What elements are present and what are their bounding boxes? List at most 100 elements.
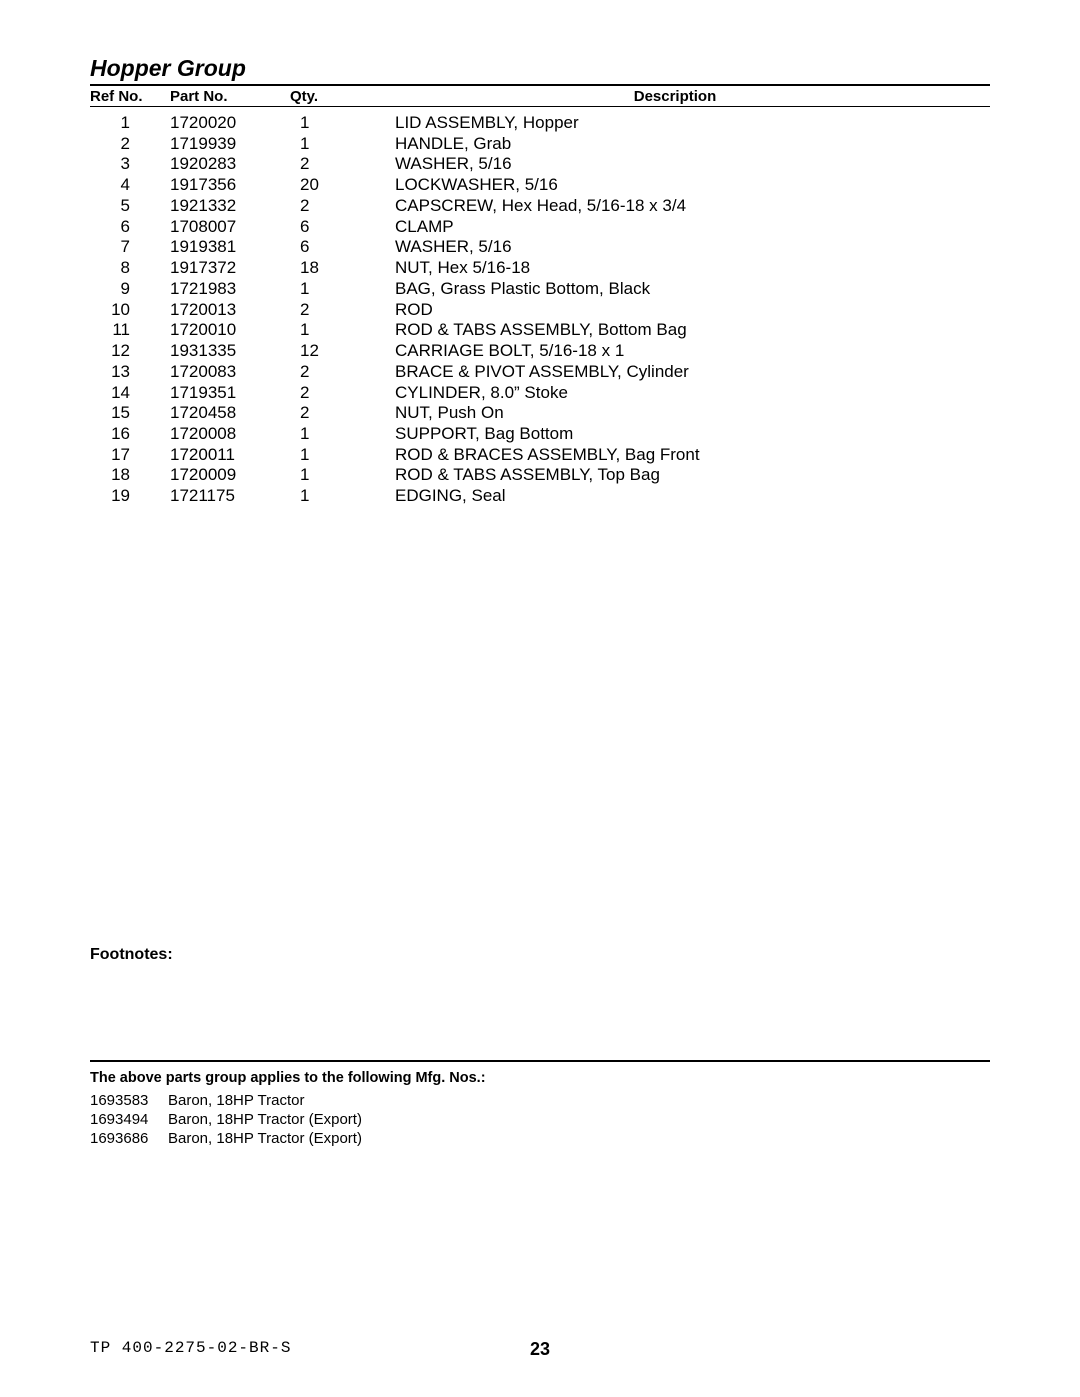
cell-part: 1720009 — [170, 465, 290, 486]
cell-desc: CARRIAGE BOLT, 5/16-18 x 1 — [350, 341, 990, 362]
cell-qty: 1 — [290, 279, 350, 300]
cell-part: 1931335 — [170, 341, 290, 362]
cell-part: 1720011 — [170, 445, 290, 466]
cell-qty: 2 — [290, 362, 350, 383]
cell-desc: SUPPORT, Bag Bottom — [350, 424, 990, 445]
mfg-rule — [90, 1060, 990, 1062]
applies-label: The above parts group applies to the fol… — [90, 1070, 990, 1086]
cell-qty: 1 — [290, 320, 350, 341]
mfg-row: 1693494Baron, 18HP Tractor (Export) — [90, 1111, 990, 1130]
mfg-desc: Baron, 18HP Tractor — [168, 1092, 990, 1111]
table-row: 1617200081SUPPORT, Bag Bottom — [90, 424, 990, 445]
table-row: 1717200111ROD & BRACES ASSEMBLY, Bag Fro… — [90, 445, 990, 466]
cell-ref: 16 — [90, 424, 130, 445]
cell-desc: CAPSCREW, Hex Head, 5/16-18 x 3/4 — [350, 196, 990, 217]
table-row: 1017200132ROD — [90, 300, 990, 321]
cell-ref: 13 — [90, 362, 130, 383]
header-ref: Ref No. — [90, 88, 170, 105]
cell-ref: 3 — [90, 154, 130, 175]
cell-qty: 18 — [290, 258, 350, 279]
cell-qty: 2 — [290, 154, 350, 175]
cell-desc: LID ASSEMBLY, Hopper — [350, 113, 990, 134]
page-number: 23 — [530, 1339, 550, 1360]
cell-qty: 1 — [290, 113, 350, 134]
cell-desc: ROD & TABS ASSEMBLY, Bottom Bag — [350, 320, 990, 341]
cell-desc: ROD — [350, 300, 990, 321]
table-row: 1917211751EDGING, Seal — [90, 486, 990, 507]
section-title: Hopper Group — [90, 55, 990, 82]
cell-desc: NUT, Push On — [350, 403, 990, 424]
cell-ref: 1 — [90, 113, 130, 134]
cell-desc: BRACE & PIVOT ASSEMBLY, Cylinder — [350, 362, 990, 383]
header-qty: Qty. — [290, 88, 360, 105]
table-row: 13 17200832BRACE & PIVOT ASSEMBLY, Cylind… — [90, 362, 990, 383]
cell-part: 1708007 — [170, 217, 290, 238]
cell-part: 1917356 — [170, 175, 290, 196]
cell-desc: ROD & TABS ASSEMBLY, Top Bag — [350, 465, 990, 486]
cell-part: 1720010 — [170, 320, 290, 341]
table-row: 617080076CLAMP — [90, 217, 990, 238]
cell-ref: 7 — [90, 237, 130, 258]
table-body: 117200201LID ASSEMBLY, Hopper217199391HA… — [90, 107, 990, 507]
cell-ref: 10 — [90, 300, 130, 321]
cell-qty: 2 — [290, 196, 350, 217]
table-row: 1417193512CYLINDER, 8.0” Stoke — [90, 383, 990, 404]
cell-part: 1921332 — [170, 196, 290, 217]
cell-desc: WASHER, 5/16 — [350, 237, 990, 258]
cell-desc: WASHER, 5/16 — [350, 154, 990, 175]
table-row: 15 17204582NUT, Push On — [90, 403, 990, 424]
table-row: 117200201LID ASSEMBLY, Hopper — [90, 113, 990, 134]
mfg-rows: 1693583Baron, 18HP Tractor1693494Baron, … — [90, 1092, 990, 1148]
cell-part: 1720020 — [170, 113, 290, 134]
cell-qty: 2 — [290, 383, 350, 404]
cell-qty: 20 — [290, 175, 350, 196]
cell-ref: 8 — [90, 258, 130, 279]
cell-ref: 2 — [90, 134, 130, 155]
header-desc: Description — [360, 88, 990, 105]
table-header-row: Ref No. Part No. Qty. Description — [90, 86, 990, 107]
cell-ref: 12 — [90, 341, 130, 362]
mfg-desc: Baron, 18HP Tractor (Export) — [168, 1130, 990, 1149]
table-row: 4191735620LOCKWASHER, 5/16 — [90, 175, 990, 196]
cell-ref: 5 — [90, 196, 130, 217]
cell-part: 1719351 — [170, 383, 290, 404]
cell-desc: HANDLE, Grab — [350, 134, 990, 155]
cell-part: 1719939 — [170, 134, 290, 155]
table-row: 18 17200091ROD & TABS ASSEMBLY, Top Bag — [90, 465, 990, 486]
cell-part: 1721983 — [170, 279, 290, 300]
cell-ref: 18 — [90, 465, 130, 486]
table-row: 5 19213322CAPSCREW, Hex Head, 5/16-18 x 3… — [90, 196, 990, 217]
table-row: 217199391HANDLE, Grab — [90, 134, 990, 155]
cell-part: 1720013 — [170, 300, 290, 321]
cell-qty: 6 — [290, 237, 350, 258]
table-row: 719193816WASHER, 5/16 — [90, 237, 990, 258]
header-part: Part No. — [170, 88, 290, 105]
cell-part: 1920283 — [170, 154, 290, 175]
cell-ref: 9 — [90, 279, 130, 300]
cell-desc: EDGING, Seal — [350, 486, 990, 507]
cell-qty: 1 — [290, 445, 350, 466]
mfg-number: 1693686 — [90, 1130, 168, 1149]
cell-part: 1917372 — [170, 258, 290, 279]
cell-part: 1720083 — [170, 362, 290, 383]
doc-code: TP 400-2275-02-BR-S — [90, 1339, 291, 1357]
cell-qty: 12 — [290, 341, 350, 362]
cell-ref: 14 — [90, 383, 130, 404]
cell-part: 1721175 — [170, 486, 290, 507]
cell-ref: 15 — [90, 403, 130, 424]
page-container: Hopper Group Ref No. Part No. Qty. Descr… — [0, 0, 1080, 1397]
table-row: 12193133512CARRIAGE BOLT, 5/16-18 x 1 — [90, 341, 990, 362]
cell-part: 1720458 — [170, 403, 290, 424]
cell-qty: 1 — [290, 486, 350, 507]
footnotes-label: Footnotes: — [90, 946, 173, 964]
table-row: 1117200101ROD & TABS ASSEMBLY, Bottom Ba… — [90, 320, 990, 341]
table-row: 8191737218NUT, Hex 5/16-18 — [90, 258, 990, 279]
page-footer: TP 400-2275-02-BR-S 23 — [90, 1339, 990, 1357]
cell-ref: 6 — [90, 217, 130, 238]
cell-desc: CLAMP — [350, 217, 990, 238]
cell-qty: 2 — [290, 403, 350, 424]
mfg-desc: Baron, 18HP Tractor (Export) — [168, 1111, 990, 1130]
table-row: 917219831BAG, Grass Plastic Bottom, Blac… — [90, 279, 990, 300]
cell-qty: 1 — [290, 465, 350, 486]
mfg-row: 1693583Baron, 18HP Tractor — [90, 1092, 990, 1111]
